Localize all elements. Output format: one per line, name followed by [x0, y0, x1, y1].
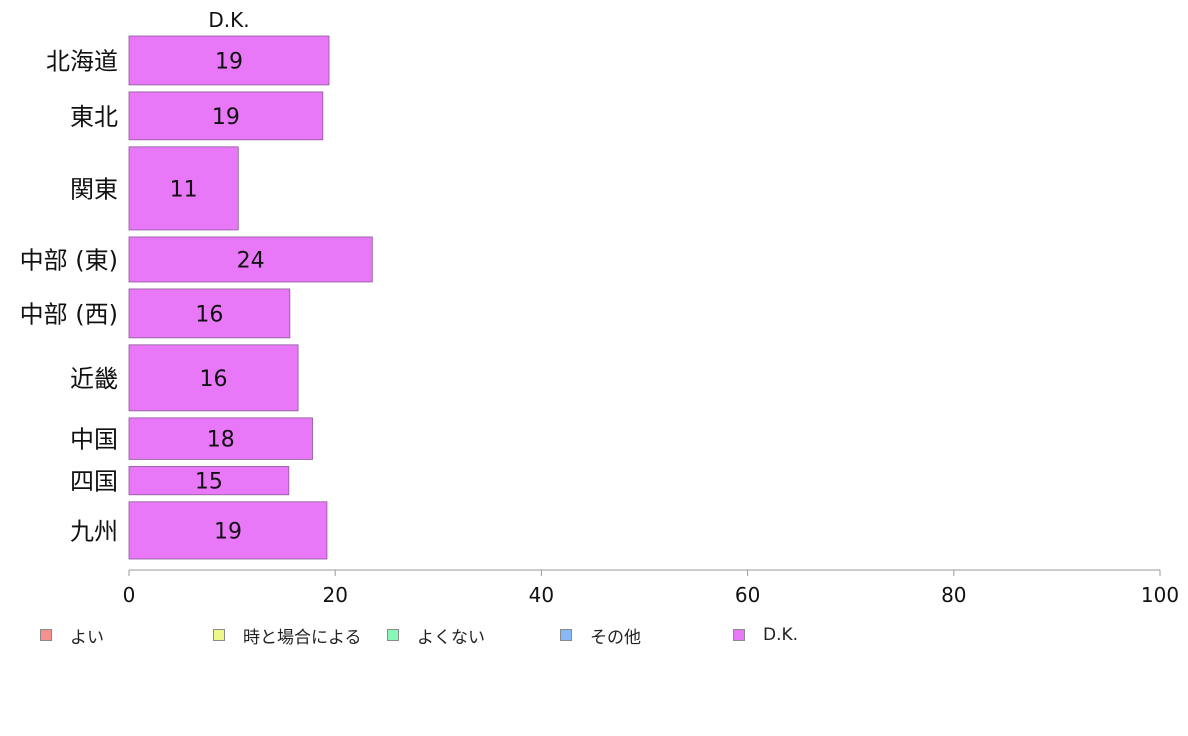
- legend-swatch-depends: [213, 629, 225, 641]
- bar-1: [128, 91, 324, 141]
- bar-value-label-1: 19: [212, 105, 240, 130]
- legend-label-good: よい: [70, 627, 104, 648]
- bar-5: [128, 344, 299, 412]
- legend-swatch-dk: [733, 629, 745, 641]
- x-tick-label-5: 100: [1141, 583, 1179, 607]
- legend-swatch-bad: [387, 629, 399, 641]
- bar-value-label-8: 19: [214, 519, 242, 544]
- category-label-1: 東北: [70, 103, 118, 131]
- legend-item-bad: よくない: [387, 624, 485, 648]
- legend-label-dk: D.K.: [763, 625, 799, 645]
- bar-value-label-2: 11: [170, 177, 198, 202]
- x-tick-label-3: 60: [735, 583, 760, 607]
- x-tick-label-0: 0: [123, 583, 136, 607]
- legend-label-other: その他: [590, 627, 641, 648]
- legend-item-good: よい: [40, 624, 104, 648]
- category-label-5: 近畿: [70, 365, 118, 393]
- category-label-3: 中部 (東): [20, 246, 118, 274]
- bar-value-label-4: 16: [195, 302, 223, 327]
- series-header: D.K.: [208, 8, 249, 32]
- legend-swatch-other: [560, 629, 572, 641]
- legend-item-dk: D.K.: [733, 624, 798, 646]
- bar-value-label-7: 15: [195, 470, 223, 495]
- legend-item-depends: 時と場合による: [213, 624, 362, 648]
- x-tick-label-2: 40: [529, 583, 554, 607]
- category-label-4: 中部 (西): [20, 300, 118, 328]
- bar-2: [128, 146, 239, 231]
- legend-swatch-good: [40, 629, 52, 641]
- category-label-7: 四国: [70, 468, 118, 496]
- legend-item-other: その他: [560, 624, 641, 648]
- legend-label-depends: 時と場合による: [243, 627, 362, 648]
- x-tick-label-1: 20: [322, 583, 347, 607]
- bar-6: [128, 417, 313, 460]
- bar-value-label-5: 16: [200, 367, 228, 392]
- bar-7: [128, 466, 290, 496]
- x-tick-label-4: 80: [941, 583, 966, 607]
- bar-4: [128, 288, 291, 339]
- bar-3: [128, 236, 373, 283]
- category-label-6: 中国: [70, 426, 118, 454]
- bar-chart: D.K. 19 北海道 19 東北 11 関東 24 中部 (東) 16 中部 (西) 16 近畿 18…: [20, 8, 1179, 607]
- bar-value-label-6: 18: [207, 428, 235, 453]
- legend-label-bad: よくない: [417, 627, 485, 648]
- category-label-2: 関東: [70, 175, 118, 203]
- bar-0: [128, 35, 330, 86]
- bars-group: 19 北海道 19 東北 11 関東 24 中部 (東) 16 中部 (西) 16 近畿 18 中国 15 四…: [20, 35, 373, 560]
- bar-8: [128, 501, 328, 560]
- legend: よい 時と場合による よくない その他 D.K.: [0, 624, 1188, 648]
- category-label-8: 九州: [70, 517, 118, 545]
- category-label-0: 北海道: [46, 47, 118, 75]
- bar-value-label-3: 24: [237, 248, 265, 273]
- x-axis: 0 20 40 60 80 100: [123, 569, 1179, 607]
- bar-value-label-0: 19: [215, 49, 243, 74]
